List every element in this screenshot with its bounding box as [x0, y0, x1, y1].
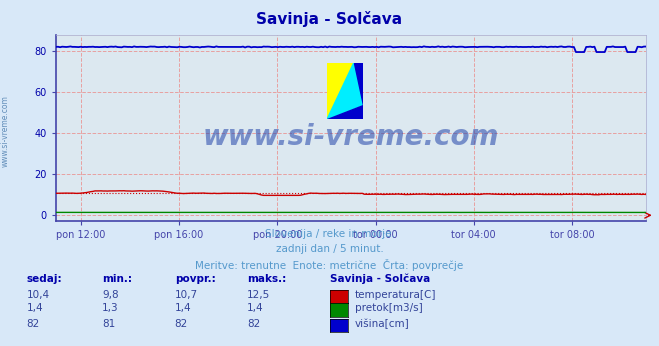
Text: Slovenija / reke in morje.: Slovenija / reke in morje.: [264, 229, 395, 238]
Polygon shape: [328, 63, 354, 119]
Text: 1,4: 1,4: [175, 303, 191, 313]
Text: 1,3: 1,3: [102, 303, 119, 313]
Text: maks.:: maks.:: [247, 274, 287, 284]
Text: 82: 82: [175, 319, 188, 329]
Text: Meritve: trenutne  Enote: metrične  Črta: povprečje: Meritve: trenutne Enote: metrične Črta: …: [195, 259, 464, 271]
Text: Savinja - Solčava: Savinja - Solčava: [330, 273, 430, 284]
Text: 82: 82: [26, 319, 40, 329]
Text: višina[cm]: višina[cm]: [355, 319, 409, 329]
Text: 10,4: 10,4: [26, 290, 49, 300]
Text: zadnji dan / 5 minut.: zadnji dan / 5 minut.: [275, 244, 384, 254]
Text: povpr.:: povpr.:: [175, 274, 215, 284]
Text: 10,7: 10,7: [175, 290, 198, 300]
Text: www.si-vreme.com: www.si-vreme.com: [203, 124, 499, 151]
Polygon shape: [354, 63, 362, 104]
Text: temperatura[C]: temperatura[C]: [355, 290, 436, 300]
Text: pretok[m3/s]: pretok[m3/s]: [355, 303, 422, 313]
Text: 81: 81: [102, 319, 115, 329]
Text: 1,4: 1,4: [247, 303, 264, 313]
Text: 12,5: 12,5: [247, 290, 270, 300]
Text: Savinja - Solčava: Savinja - Solčava: [256, 11, 403, 27]
Text: www.si-vreme.com: www.si-vreme.com: [1, 95, 10, 167]
Text: min.:: min.:: [102, 274, 132, 284]
Text: 82: 82: [247, 319, 260, 329]
Text: 9,8: 9,8: [102, 290, 119, 300]
Text: sedaj:: sedaj:: [26, 274, 62, 284]
Polygon shape: [328, 63, 362, 119]
Polygon shape: [328, 104, 362, 119]
Text: 1,4: 1,4: [26, 303, 43, 313]
